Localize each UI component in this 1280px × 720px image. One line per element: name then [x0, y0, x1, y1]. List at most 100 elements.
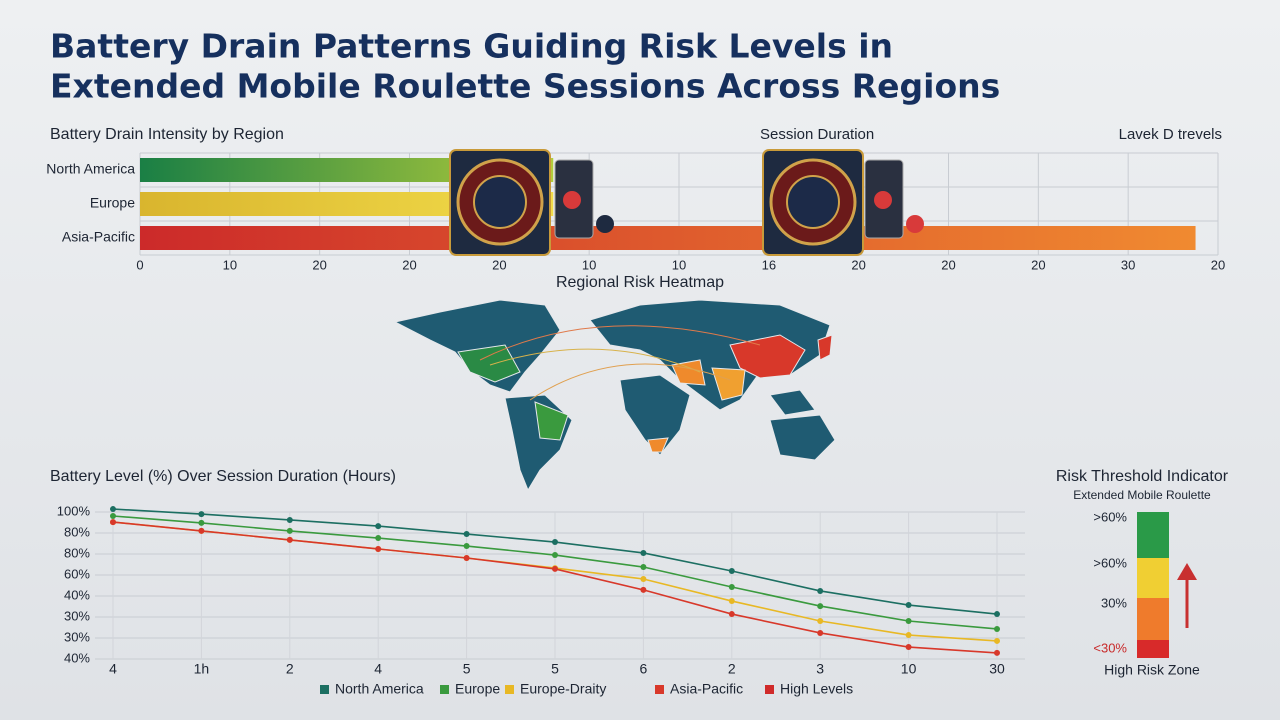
risk-label: 30%: [1101, 595, 1127, 610]
risk-band: [1137, 640, 1169, 658]
x-tick-label: 5: [463, 661, 471, 677]
point: [905, 602, 912, 609]
y-tick-label: 40%: [64, 587, 90, 602]
point: [110, 506, 116, 513]
legend-label: North America: [335, 681, 424, 697]
point: [463, 531, 470, 538]
point: [463, 543, 470, 550]
x-tick-label: 20: [851, 257, 865, 272]
world-map: [393, 299, 836, 492]
y-tick-label: 60%: [64, 566, 90, 581]
x-tick-label: 20: [1211, 257, 1225, 272]
x-tick-label: 3: [816, 661, 824, 677]
risk-arrow: [1177, 563, 1197, 628]
risk-label: <30%: [1093, 640, 1127, 655]
x-tick-label: 30: [1121, 257, 1135, 272]
legend-swatch: [320, 685, 329, 694]
title-line: Battery Drain Patterns Guiding Risk Leve…: [50, 27, 893, 66]
point: [286, 536, 293, 543]
x-tick-label: 16: [762, 257, 776, 272]
legend-swatch: [505, 685, 514, 694]
point: [552, 539, 558, 546]
x-tick-label: 20: [1031, 257, 1045, 272]
legend-swatch: [765, 685, 774, 694]
x-tick-label: 10: [223, 257, 237, 272]
y-tick-label: 30%: [64, 608, 90, 623]
y-tick-label: 100%: [57, 503, 91, 518]
header-label: Lavek D trevels: [1119, 126, 1222, 143]
point: [375, 535, 382, 542]
x-tick-label: 10: [901, 661, 917, 677]
y-tick-label: 30%: [64, 629, 90, 644]
risk-label: >60%: [1093, 555, 1127, 570]
point: [728, 583, 735, 590]
x-tick-label: 6: [640, 661, 648, 677]
x-tick-label: 1h: [194, 661, 210, 677]
x-tick-label: 20: [312, 257, 326, 272]
point: [640, 564, 647, 571]
bar: [140, 226, 1196, 250]
risk-band: [1137, 512, 1169, 558]
point: [552, 565, 558, 572]
point: [286, 516, 293, 523]
y-tick-label: 80%: [64, 524, 90, 539]
point: [905, 632, 912, 639]
legend-swatch: [655, 685, 664, 694]
y-tick-label: 40%: [64, 650, 90, 665]
point: [817, 617, 824, 624]
point: [375, 545, 382, 552]
x-tick-label: 2: [728, 661, 736, 677]
x-tick-label: 20: [402, 257, 416, 272]
point: [994, 625, 1000, 632]
point: [375, 523, 382, 530]
legend-label: Asia-Pacific: [670, 681, 743, 697]
point: [640, 575, 647, 582]
x-tick-label: 5: [551, 661, 559, 677]
y-tick-label: 80%: [64, 545, 90, 560]
point: [817, 603, 824, 610]
risk-band: [1137, 558, 1169, 598]
point: [198, 511, 205, 518]
x-tick-label: 4: [109, 661, 117, 677]
x-tick-label: 20: [941, 257, 955, 272]
x-tick-label: 4: [374, 661, 382, 677]
point: [198, 527, 205, 534]
legend-swatch: [440, 685, 449, 694]
legend-label: Europe: [455, 681, 500, 697]
point: [728, 611, 735, 618]
map-title: Regional Risk Heatmap: [556, 274, 724, 291]
point: [552, 552, 558, 559]
point: [463, 554, 470, 561]
point: [110, 512, 116, 519]
x-tick-label: 20: [492, 257, 506, 272]
x-tick-label: 0: [136, 257, 143, 272]
point: [994, 637, 1000, 644]
legend-label: High Levels: [780, 681, 853, 697]
point: [994, 611, 1000, 618]
map-connections: [479, 325, 761, 401]
point: [817, 629, 824, 636]
risk-footer: High Risk Zone: [1104, 662, 1200, 678]
x-tick-label: 2: [286, 661, 294, 677]
risk-band: [1137, 598, 1169, 640]
point: [728, 598, 735, 605]
risk-subtitle: Extended Mobile Roulette: [1073, 488, 1211, 502]
x-tick-label: 30: [989, 661, 1005, 677]
point: [110, 519, 116, 526]
point: [198, 519, 205, 526]
y-tick-label: North America: [46, 161, 135, 177]
x-tick-label: 10: [582, 257, 596, 272]
roulette-decoration: [449, 149, 924, 256]
point: [905, 644, 912, 651]
y-tick-label: Europe: [90, 195, 135, 211]
point: [728, 568, 735, 575]
header-label: Session Duration: [760, 126, 874, 143]
risk-title: Risk Threshold Indicator: [1056, 468, 1229, 485]
x-tick-label: 10: [672, 257, 686, 272]
line-chart-title: Battery Level (%) Over Session Duration …: [50, 468, 396, 485]
risk-label: >60%: [1093, 509, 1127, 524]
point: [905, 617, 912, 624]
legend-label: Europe-Draity: [520, 681, 606, 697]
